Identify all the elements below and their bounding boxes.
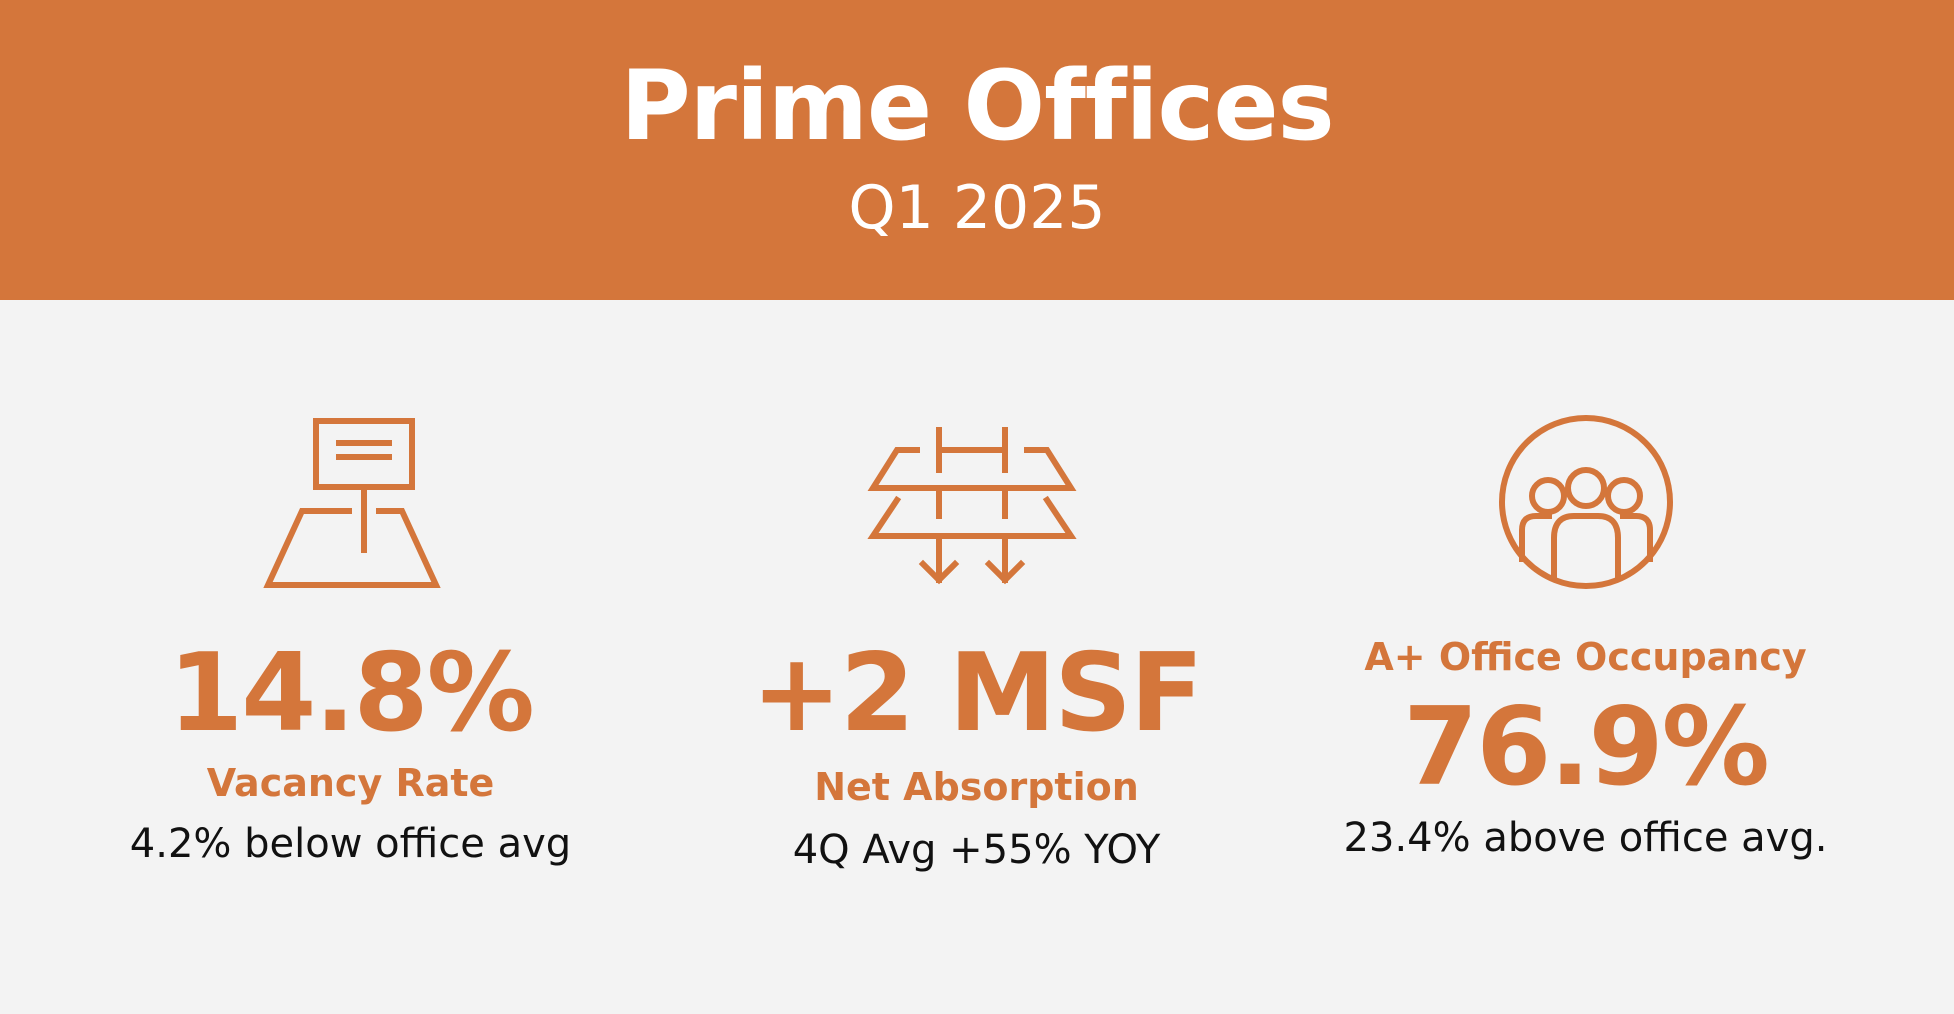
- occupancy-label: A+ Office Occupancy: [1364, 635, 1807, 679]
- stat-vacancy: 14.8% Vacancy Rate 4.2% below office avg: [25, 300, 676, 1014]
- vacancy-label: Vacancy Rate: [206, 761, 495, 805]
- page-subtitle: Q1 2025: [848, 173, 1106, 243]
- vacancy-value: 14.8%: [168, 631, 535, 756]
- vacancy-note: 4.2% below office avg: [129, 821, 572, 867]
- land-sign-icon: [25, 415, 676, 615]
- occupancy-note: 23.4% above office avg.: [1343, 815, 1828, 861]
- header-banner: Prime Offices Q1 2025: [0, 0, 1954, 300]
- stacked-floors-down-arrows-icon: [651, 422, 1302, 622]
- absorption-label: Net Absorption: [814, 765, 1139, 809]
- stat-occupancy: A+ Office Occupancy 76.9% 23.4% above of…: [1260, 300, 1911, 1014]
- absorption-value: +2 MSF: [751, 631, 1203, 756]
- page-title: Prime Offices: [620, 50, 1334, 162]
- stat-absorption: +2 MSF Net Absorption 4Q Avg +55% YOY: [651, 300, 1302, 1014]
- group-people-icon: [1260, 412, 1911, 612]
- absorption-note: 4Q Avg +55% YOY: [792, 827, 1161, 873]
- occupancy-value: 76.9%: [1403, 685, 1770, 810]
